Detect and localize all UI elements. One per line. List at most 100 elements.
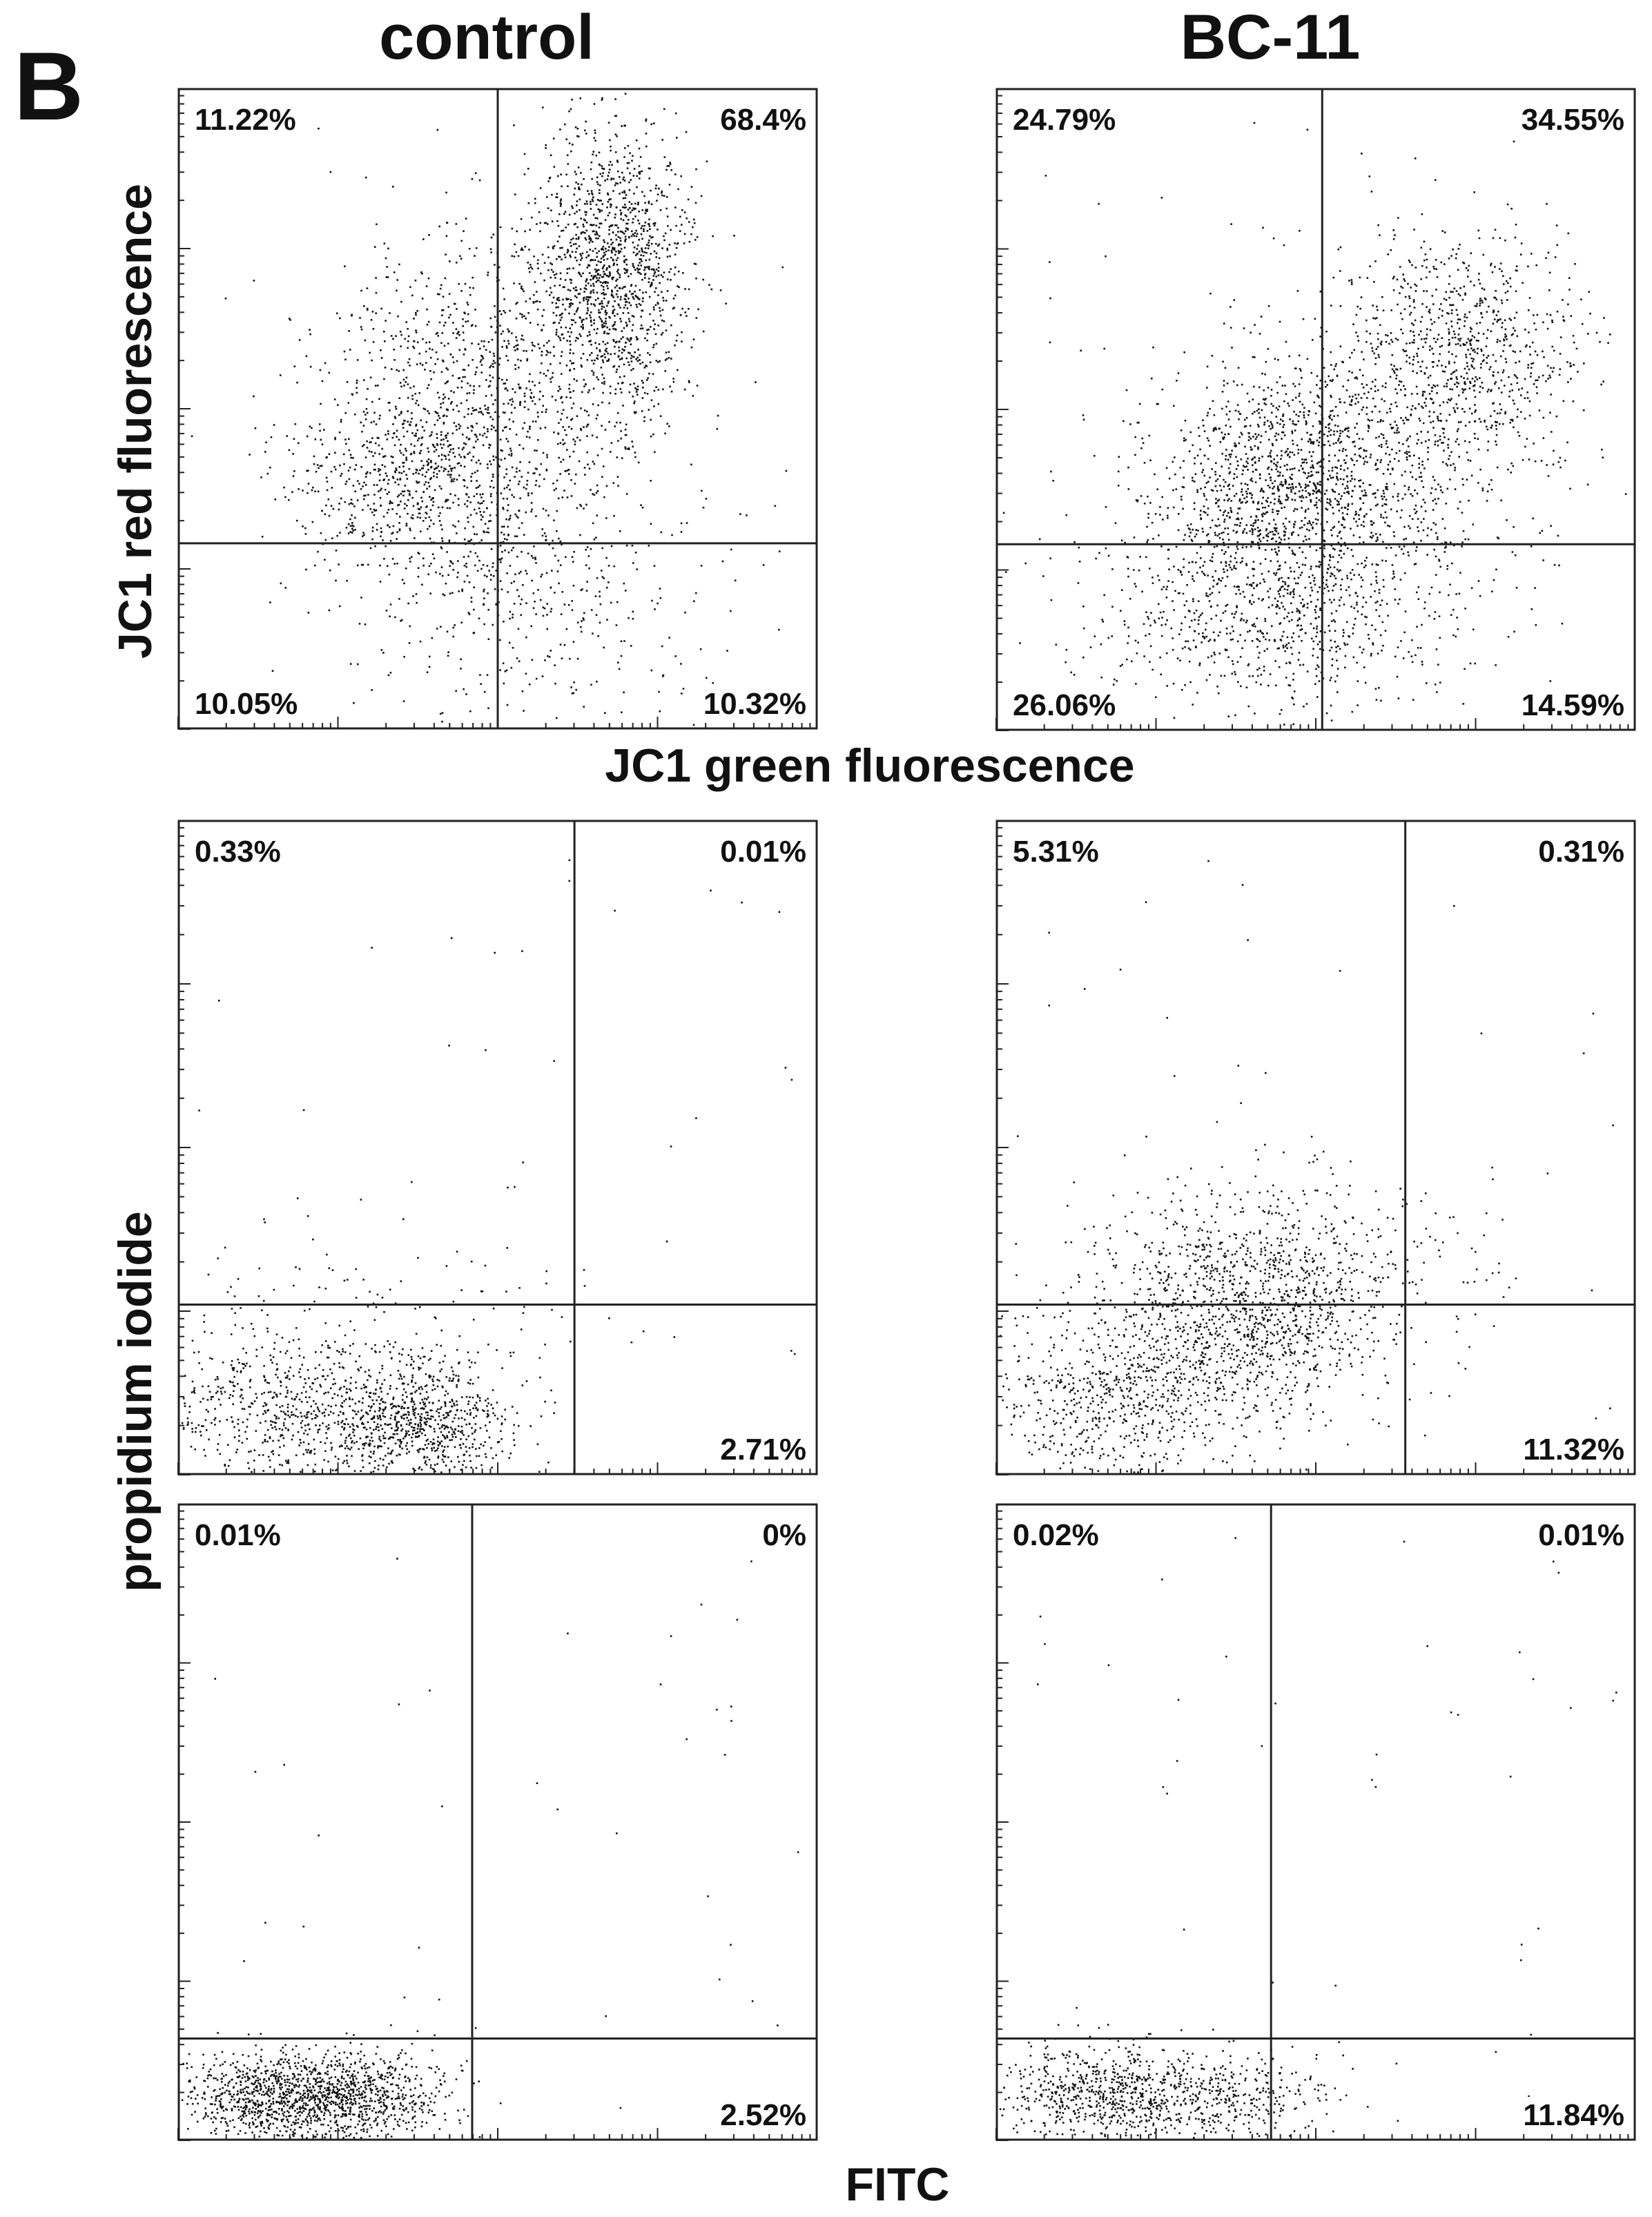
data-point xyxy=(483,530,485,532)
data-point xyxy=(566,416,568,419)
data-point xyxy=(525,570,527,572)
data-point xyxy=(604,180,606,182)
data-point xyxy=(1477,229,1479,232)
data-point xyxy=(590,316,592,319)
data-point xyxy=(602,340,604,343)
data-point xyxy=(437,335,440,337)
data-point xyxy=(1337,645,1339,648)
data-point xyxy=(648,545,650,547)
data-point xyxy=(1354,394,1357,396)
data-point xyxy=(1366,330,1368,333)
data-point xyxy=(523,710,525,712)
data-point xyxy=(610,243,612,246)
data-point xyxy=(1332,443,1335,445)
data-point xyxy=(1402,273,1404,275)
data-point xyxy=(1301,403,1304,406)
data-point xyxy=(592,230,594,233)
data-point xyxy=(396,562,398,565)
data-point xyxy=(1279,466,1282,468)
data-point xyxy=(436,437,438,439)
data-point xyxy=(1404,296,1407,298)
data-point xyxy=(1377,332,1379,335)
data-point xyxy=(632,395,634,398)
data-point xyxy=(639,258,641,260)
data-point xyxy=(1252,531,1254,533)
data-point xyxy=(340,497,342,500)
data-point xyxy=(471,178,474,180)
data-point xyxy=(1330,544,1332,547)
data-point xyxy=(462,434,464,436)
data-point xyxy=(405,525,408,527)
data-point xyxy=(1386,334,1389,337)
data-point xyxy=(480,364,483,366)
data-point xyxy=(554,682,556,685)
data-point xyxy=(555,314,558,317)
data-point xyxy=(557,224,560,227)
data-point xyxy=(493,458,495,461)
data-point xyxy=(1468,368,1470,371)
data-point xyxy=(1559,353,1562,355)
data-point xyxy=(1213,428,1216,431)
data-point xyxy=(516,344,519,346)
data-point xyxy=(1431,295,1434,297)
data-point xyxy=(458,410,460,412)
data-point xyxy=(610,545,613,548)
data-point xyxy=(649,361,652,364)
data-point xyxy=(1197,530,1199,532)
data-point xyxy=(400,620,402,622)
data-point xyxy=(572,319,575,322)
data-point xyxy=(592,277,594,279)
data-point xyxy=(1237,464,1239,467)
data-point xyxy=(592,493,594,495)
data-point xyxy=(1350,279,1353,281)
data-point xyxy=(553,166,556,168)
data-point xyxy=(419,530,422,533)
data-point xyxy=(551,220,554,223)
data-point xyxy=(1423,290,1425,292)
data-point xyxy=(1299,547,1301,549)
data-point xyxy=(596,358,599,360)
data-point xyxy=(456,387,459,389)
data-point xyxy=(590,609,593,611)
data-point xyxy=(1319,461,1322,463)
data-point xyxy=(619,530,621,532)
data-point xyxy=(492,623,494,626)
data-point xyxy=(568,306,571,308)
data-point xyxy=(457,331,460,334)
data-point xyxy=(538,485,541,487)
data-point xyxy=(630,293,633,296)
data-point xyxy=(529,389,532,391)
data-point xyxy=(1258,530,1261,532)
data-point xyxy=(1568,289,1571,291)
data-point xyxy=(1430,492,1432,494)
data-point xyxy=(1347,503,1350,505)
data-point xyxy=(590,352,593,354)
data-point xyxy=(389,500,391,503)
data-point xyxy=(449,476,451,478)
data-point xyxy=(664,359,667,361)
data-point xyxy=(472,456,474,458)
data-point xyxy=(440,546,443,548)
data-point xyxy=(401,579,404,581)
data-point xyxy=(487,467,489,469)
data-point xyxy=(579,253,581,255)
data-point xyxy=(485,349,487,351)
data-point xyxy=(652,346,654,349)
data-point xyxy=(617,235,620,238)
data-point xyxy=(445,253,447,255)
data-point xyxy=(576,200,579,202)
data-point xyxy=(558,422,560,424)
data-point xyxy=(436,293,439,296)
data-point xyxy=(572,287,575,289)
data-point xyxy=(1406,450,1408,453)
data-point xyxy=(619,358,621,360)
data-point xyxy=(592,151,594,153)
data-point xyxy=(1351,478,1353,480)
data-point xyxy=(473,608,475,611)
data-point xyxy=(514,349,516,351)
data-point xyxy=(632,217,634,220)
data-point xyxy=(1538,409,1541,412)
data-point xyxy=(1453,333,1456,336)
data-point xyxy=(572,352,574,355)
data-point xyxy=(534,197,536,200)
